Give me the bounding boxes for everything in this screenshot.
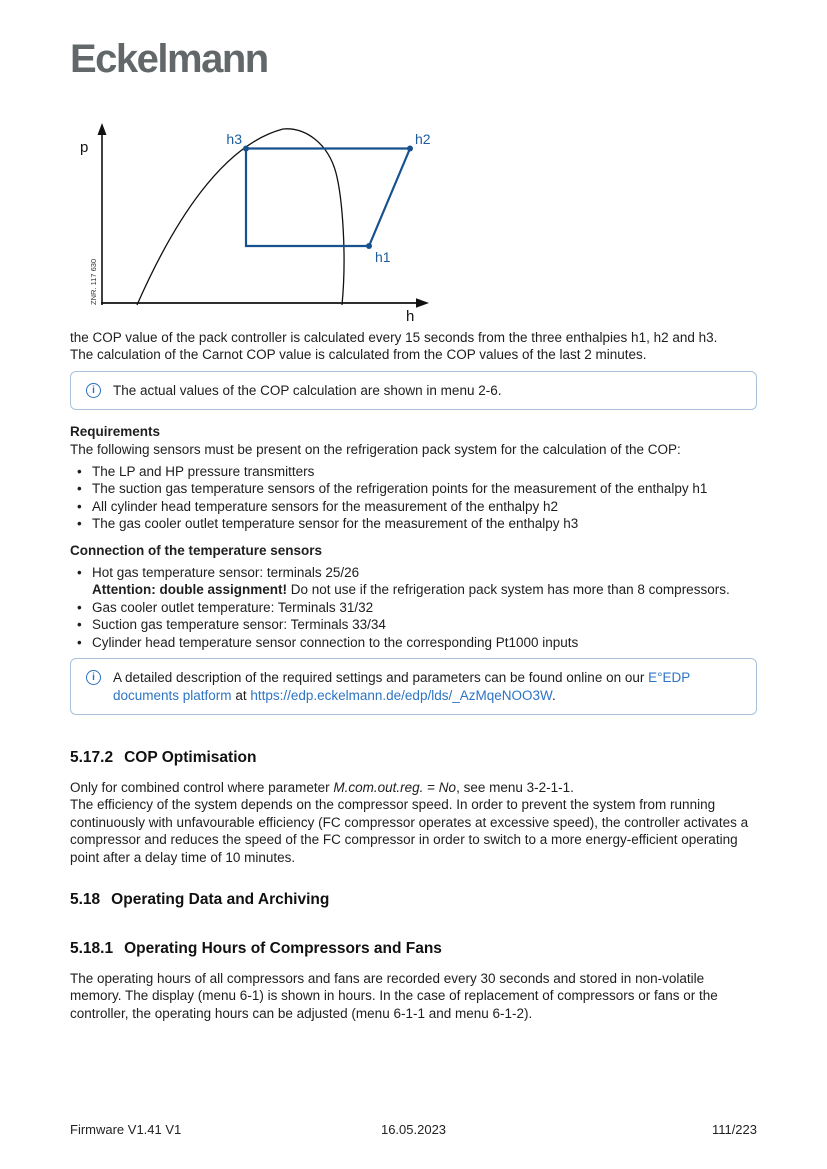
list-item-text: Cylinder head temperature sensor connect…	[92, 634, 579, 650]
list-item: The LP and HP pressure transmitters	[70, 463, 757, 481]
info-box-text: The actual values of the COP calculation…	[113, 382, 502, 398]
parameter-name: M.com.out.reg.	[333, 779, 424, 795]
list-item-text: Gas cooler outlet temperature: Terminals…	[92, 599, 374, 615]
section-heading-5-18-1: 5.18.1 Operating Hours of Compressors and…	[70, 939, 757, 959]
list-item-text: The LP and HP pressure transmitters	[92, 464, 315, 480]
point-h3-dot	[243, 145, 249, 152]
drawing-number: ZNR. 117 630	[89, 259, 98, 305]
paragraph-segment: Only for combined control where paramete…	[70, 779, 334, 795]
footer-date: 16.05.2023	[380, 1122, 447, 1137]
label-h1: h1	[375, 249, 391, 265]
note-text-segment: .	[552, 687, 556, 703]
info-box-text: A detailed description of the required s…	[113, 669, 690, 704]
x-axis-label: h	[406, 308, 414, 323]
y-axis-arrow-icon	[97, 123, 107, 135]
cop-cycle-path	[244, 147, 412, 248]
list-item-text: Hot gas temperature sensor: terminals 25…	[92, 565, 360, 581]
list-item-text: The suction gas temperature sensors of t…	[92, 481, 708, 497]
section-title: COP Optimisation	[124, 748, 257, 766]
section-title: Operating Data and Archiving	[111, 890, 330, 908]
point-h1-dot	[366, 243, 372, 249]
intro-line-2: The calculation of the Carnot COP value …	[70, 347, 647, 363]
info-box-edp: i A detailed description of the required…	[70, 658, 757, 715]
note-text-segment: A detailed description of the required s…	[113, 670, 649, 686]
paragraph-segment: , see menu 3-2-1-1.	[456, 779, 574, 795]
list-item-text: Suction gas temperature sensor: Terminal…	[92, 617, 386, 633]
connection-heading: Connection of the temperature sensors	[70, 542, 323, 558]
requirements-intro: The following sensors must be present on…	[70, 441, 681, 457]
list-item-text: All cylinder head temperature sensors fo…	[92, 498, 559, 514]
ph-diagram-svg: h3 h2 h1 p h ZNR. 117 630	[80, 123, 431, 325]
footer-page-number: 111/223	[711, 1122, 757, 1137]
connection-list: Hot gas temperature sensor: terminals 25…	[70, 564, 757, 651]
list-item: The gas cooler outlet temperature sensor…	[70, 515, 757, 533]
attention-text: Do not use if the refrigeration pack sys…	[287, 582, 730, 598]
requirements-heading: Requirements	[70, 424, 161, 440]
info-icon: i	[86, 670, 101, 686]
ph-diagram: h3 h2 h1 p h ZNR. 117 630	[70, 118, 757, 325]
operating-hours-paragraph: The operating hours of all compressors a…	[70, 970, 718, 1021]
section-heading-5-17-2: 5.17.2 COP Optimisation	[70, 748, 757, 768]
section-number: 5.18	[70, 890, 101, 908]
paragraph-segment: =	[423, 779, 439, 795]
x-axis-arrow-icon	[416, 298, 429, 308]
list-item: Cylinder head temperature sensor connect…	[70, 634, 757, 652]
page-footer: Firmware V1.41 V1 16.05.2023 111/223	[70, 1121, 757, 1138]
footer-firmware-version: Firmware V1.41 V1	[70, 1122, 182, 1137]
list-item: All cylinder head temperature sensors fo…	[70, 498, 757, 516]
list-item: Suction gas temperature sensor: Terminal…	[70, 616, 757, 634]
requirements-list: The LP and HP pressure transmitters The …	[70, 463, 757, 533]
info-icon: i	[86, 382, 101, 398]
list-item-text: The gas cooler outlet temperature sensor…	[92, 516, 579, 532]
parameter-value: No	[438, 779, 457, 795]
edp-url-link[interactable]: https://edp.eckelmann.de/edp/lds/_AzMqeN…	[250, 687, 552, 703]
cop-optimisation-paragraph: Only for combined control where paramete…	[70, 779, 757, 866]
eckelmann-logo: Eckelmann	[70, 37, 269, 81]
y-axis-label: p	[80, 139, 88, 156]
list-item: The suction gas temperature sensors of t…	[70, 480, 757, 498]
saturation-dome-curve	[136, 128, 345, 306]
intro-paragraph: the COP value of the pack controller is …	[70, 329, 757, 364]
section-title: Operating Hours of Compressors and Fans	[124, 939, 442, 957]
list-item: Gas cooler outlet temperature: Terminals…	[70, 599, 757, 617]
section-heading-5-18: 5.18 Operating Data and Archiving	[70, 890, 757, 910]
label-h2: h2	[415, 131, 431, 147]
label-h3: h3	[226, 131, 242, 147]
list-item: Hot gas temperature sensor: terminals 25…	[70, 564, 757, 599]
note-text-segment: at	[231, 687, 251, 703]
paragraph-segment: The efficiency of the system depends on …	[70, 797, 749, 865]
section-number: 5.17.2	[70, 748, 114, 766]
edp-platform-link[interactable]: documents platform	[113, 687, 232, 703]
edp-platform-link[interactable]: E°EDP	[648, 670, 691, 686]
section-number: 5.18.1	[70, 939, 114, 957]
info-box-cop-values: i The actual values of the COP calculati…	[70, 370, 757, 411]
attention-label: Attention: double assignment!	[92, 582, 287, 598]
point-h2-dot	[407, 145, 413, 152]
intro-line-1: the COP value of the pack controller is …	[70, 330, 718, 345]
